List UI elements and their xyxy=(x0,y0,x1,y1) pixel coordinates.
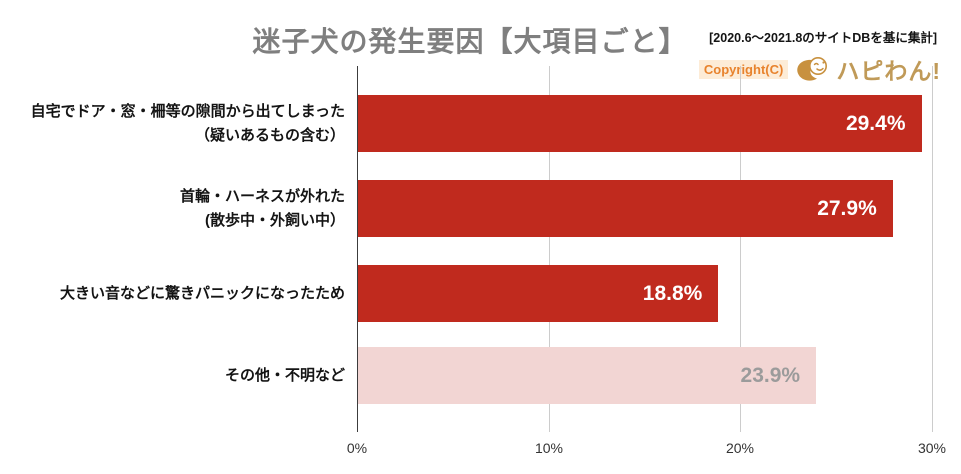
brand-name: ハピわん! xyxy=(836,58,941,84)
category-label: 大きい音などに驚きパニックになったため xyxy=(59,284,345,302)
bar-2: 18.8% xyxy=(358,265,719,322)
bar-1: 27.9% xyxy=(358,180,893,237)
copyright-label: Copyright(C) xyxy=(698,59,789,79)
gridline xyxy=(932,66,933,432)
bar-value-label: 18.8% xyxy=(642,281,703,305)
category-label: その他・不明など xyxy=(224,366,345,384)
source-note: [2020.6〜2021.8のサイトDBを基に集計] xyxy=(709,31,937,45)
plot-area: 29.4% 27.9% 18.8% 23.9% xyxy=(357,66,933,432)
x-tick-label: 10% xyxy=(534,440,564,456)
copyright-row: Copyright(C) ハピわん! xyxy=(698,52,941,86)
category-label: 自宅でドア・窓・柵等の隙間から出てしまった （疑いあるもの含む） xyxy=(30,103,345,144)
x-tick-label: 20% xyxy=(725,440,755,456)
x-tick-label: 0% xyxy=(346,440,368,456)
y-axis-line xyxy=(357,66,358,432)
hapiwan-dog-logo-icon xyxy=(793,53,831,85)
bar-0: 29.4% xyxy=(358,95,922,152)
bar-3: 23.9% xyxy=(358,347,817,404)
gridline xyxy=(740,66,741,432)
chart-title: 迷子犬の発生要因【大項目ごと】 xyxy=(252,26,688,57)
x-tick-label: 30% xyxy=(917,440,947,456)
bar-value-label: 29.4% xyxy=(845,111,906,135)
bar-value-label: 27.9% xyxy=(817,196,877,220)
gridline xyxy=(549,66,550,432)
bar-value-label: 23.9% xyxy=(740,363,801,387)
category-label: 首輪・ハーネスが外れた (散歩中・外飼い中） xyxy=(179,188,345,229)
